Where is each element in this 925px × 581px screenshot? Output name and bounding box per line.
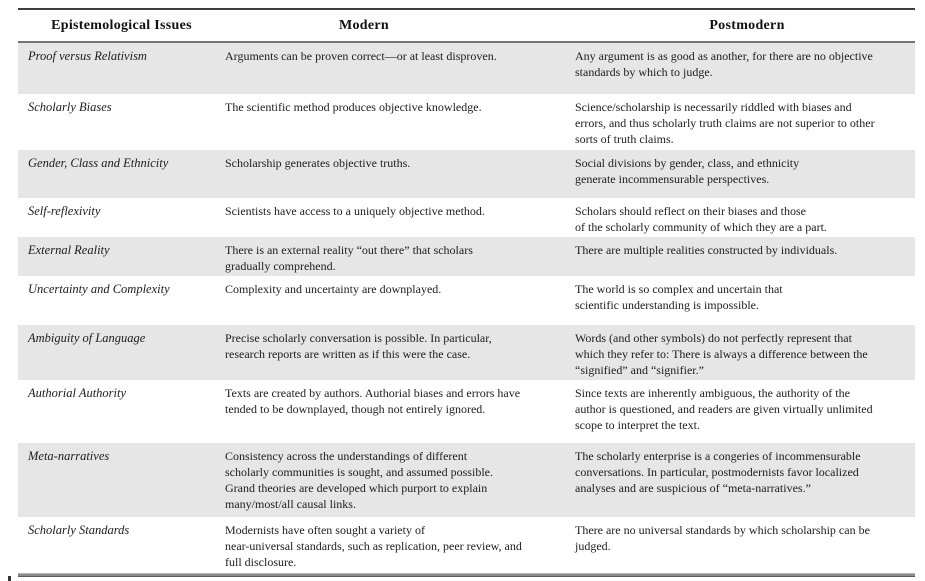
issue-cell: Scholarly Standards xyxy=(28,523,130,537)
modern-cell: Arguments can be proven correct—or at le… xyxy=(225,49,497,63)
issue-cell: Meta-narratives xyxy=(28,449,110,463)
modern-cell: Consistency across the understandings of… xyxy=(225,449,493,511)
modern-cell: Modernists have often sought a variety o… xyxy=(225,523,522,569)
table-row: Uncertainty and Complexity Complexity an… xyxy=(18,276,915,325)
table-row: Scholarly Standards Modernists have ofte… xyxy=(18,517,915,573)
table-header-row: Epistemological Issues Modern Postmodern xyxy=(18,8,915,43)
issue-cell: Uncertainty and Complexity xyxy=(28,282,170,296)
table-row: Proof versus Relativism Arguments can be… xyxy=(18,43,915,94)
table-bottom-rule xyxy=(18,573,915,577)
modern-cell: Complexity and uncertainty are downplaye… xyxy=(225,282,442,296)
postmodern-cell: The scholarly enterprise is a congeries … xyxy=(575,449,861,495)
postmodern-cell: Since texts are inherently ambiguous, th… xyxy=(575,386,873,432)
table-row: Scholarly Biases The scientific method p… xyxy=(18,94,915,150)
postmodern-cell: There are multiple realities constructed… xyxy=(575,243,838,257)
modern-cell: Scientists have access to a uniquely obj… xyxy=(225,204,485,218)
modern-cell: Precise scholarly conversation is possib… xyxy=(225,331,492,361)
postmodern-cell: Social divisions by gender, class, and e… xyxy=(575,156,800,186)
issue-cell: Ambiguity of Language xyxy=(28,331,146,345)
table-row: Ambiguity of Language Precise scholarly … xyxy=(18,325,915,380)
modern-cell: The scientific method produces objective… xyxy=(225,100,482,114)
table-row: External Reality There is an external re… xyxy=(18,237,915,276)
issue-cell: Self-reflexivity xyxy=(28,204,101,218)
table-row: Gender, Class and Ethnicity Scholarship … xyxy=(18,150,915,198)
postmodern-cell: The world is so complex and uncertain th… xyxy=(575,282,783,312)
table-row: Meta-narratives Consistency across the u… xyxy=(18,443,915,517)
column-header-epistemological-issues: Epistemological Issues xyxy=(51,17,192,33)
issue-cell: Authorial Authority xyxy=(28,386,127,400)
modern-cell: Scholarship generates objective truths. xyxy=(225,156,411,170)
table-body: Proof versus Relativism Arguments can be… xyxy=(18,43,915,573)
postmodern-cell: Any argument is as good as another, for … xyxy=(575,49,873,79)
column-header-modern: Modern xyxy=(338,17,389,33)
cropped-text-fragment xyxy=(8,576,11,581)
postmodern-cell: Words (and other symbols) do not perfect… xyxy=(575,331,868,377)
modern-cell: Texts are created by authors. Authorial … xyxy=(225,386,521,416)
issue-cell: Scholarly Biases xyxy=(28,100,112,114)
modern-cell: There is an external reality “out there”… xyxy=(225,243,473,273)
postmodern-cell: Scholars should reflect on their biases … xyxy=(575,204,827,234)
postmodern-cell: There are no universal standards by whic… xyxy=(575,523,870,553)
comparison-table: Epistemological Issues Modern Postmodern… xyxy=(18,8,915,577)
issue-cell: External Reality xyxy=(28,243,110,257)
table-row: Self-reflexivity Scientists have access … xyxy=(18,198,915,237)
issue-cell: Gender, Class and Ethnicity xyxy=(28,156,169,170)
issue-cell: Proof versus Relativism xyxy=(28,49,147,63)
postmodern-cell: Science/scholarship is necessarily riddl… xyxy=(575,100,875,146)
column-header-postmodern: Postmodern xyxy=(709,17,785,33)
table-row: Authorial Authority Texts are created by… xyxy=(18,380,915,443)
